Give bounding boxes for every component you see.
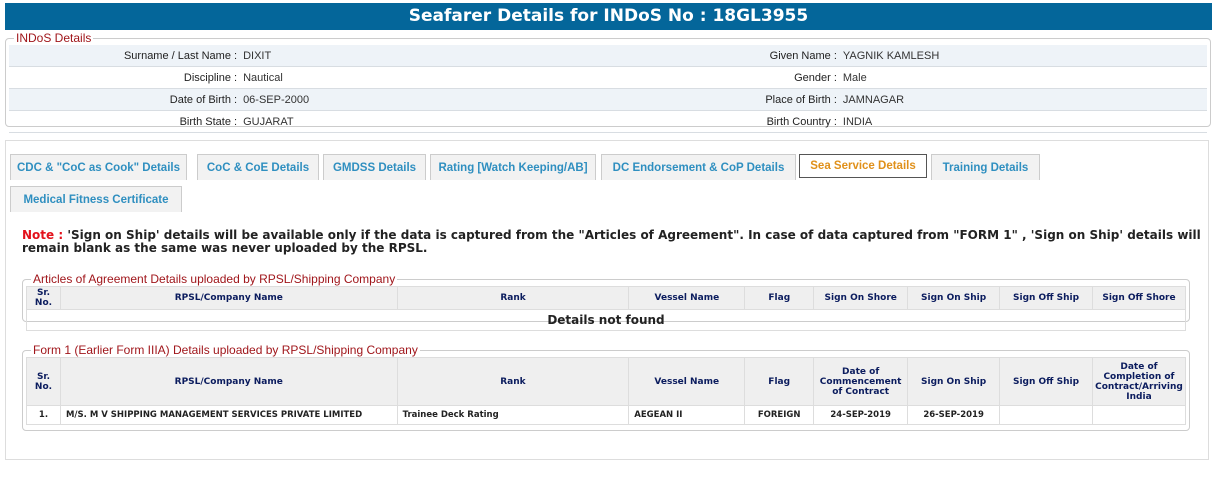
column-header: Rank — [396, 357, 630, 406]
table-cell: FOREIGN — [744, 405, 815, 425]
field-value: Nautical — [242, 66, 609, 89]
column-header: Sr. No. — [26, 286, 61, 310]
column-header: Sign Off Shore — [1091, 286, 1187, 310]
table-cell: 1. — [26, 405, 61, 425]
field-label: Date of Birth : — [9, 88, 243, 111]
column-header: RPSL/Company Name — [59, 286, 398, 310]
field-label: Surname / Last Name : — [9, 45, 243, 67]
table-cell: Trainee Deck Rating — [396, 405, 630, 425]
column-header: Sr. No. — [26, 357, 61, 406]
column-header: Rank — [396, 286, 630, 310]
indos-row: Date of Birth :06-SEP-2000 Place of Birth… — [9, 88, 1207, 111]
table-cell: 26-SEP-2019 — [907, 405, 1001, 425]
field-value: YAGNIK KAMLESH — [841, 45, 1207, 67]
tab-panel — [5, 140, 1209, 460]
column-header: Flag — [744, 286, 815, 310]
field-value: Male — [841, 66, 1207, 89]
note-label: Note : — [22, 228, 64, 242]
field-label: Gender : — [608, 66, 842, 89]
column-header: RPSL/Company Name — [59, 357, 398, 406]
column-header: Sign On Shore — [813, 286, 909, 310]
table-cell: 24-SEP-2019 — [813, 405, 909, 425]
indos-row: Surname / Last Name : DIXIT Given Name : YA… — [9, 45, 1207, 67]
field-value: 06-SEP-2000 — [242, 88, 609, 111]
field-value: DIXIT — [242, 45, 609, 67]
indos-legend: INDoS Details — [16, 31, 92, 45]
column-header: Sign Off Ship — [999, 357, 1093, 406]
field-value: JAMNAGAR — [841, 88, 1207, 111]
field-value: GUJARAT — [242, 110, 609, 133]
indos-row: Birth State : GUJARAT Birth Country : INDIA — [9, 110, 1207, 133]
tab-coc-coe-details[interactable]: CoC & CoE Details — [197, 154, 319, 180]
column-header: Date of Completion of Contract/Arriving … — [1091, 357, 1187, 406]
field-label: Given Name : — [608, 45, 842, 67]
note: Note : 'Sign on Ship' details will be av… — [22, 229, 1202, 255]
page-title: Seafarer Details for INDoS No : 18GL3955 — [5, 3, 1212, 30]
form1-legend: Form 1 (Earlier Form IIIA) Details uploa… — [33, 343, 418, 357]
column-header: Sign Off Ship — [999, 286, 1093, 310]
column-header: Sign On Ship — [907, 286, 1001, 310]
tab-rating-watch-keeping-ab[interactable]: Rating [Watch Keeping/AB] — [430, 154, 596, 180]
column-header: Vessel Name — [628, 286, 746, 310]
articles-legend: Articles of Agreement Details uploaded b… — [33, 272, 396, 286]
column-header: Sign On Ship — [907, 357, 1001, 406]
note-text: 'Sign on Ship' details will be available… — [22, 228, 1201, 255]
field-value: INDIA — [841, 110, 1207, 133]
tab-dc-endorsement-cop-details[interactable]: DC Endorsement & CoP Details — [601, 154, 796, 180]
indos-details: INDoS Details Surname / Last Name : DIXIT… — [5, 31, 1211, 133]
tab-cdc-coc-as-cook-details[interactable]: CDC & "CoC as Cook" Details — [10, 154, 187, 180]
table-cell: AEGEAN II — [628, 405, 746, 425]
articles-section: Articles of Agreement Details uploaded b… — [22, 272, 1190, 331]
field-label: Birth State : — [9, 110, 243, 133]
table-row: 1. M/S. M V SHIPPING MANAGEMENT SERVICES … — [26, 405, 1187, 425]
tab-sea-service-details[interactable]: Sea Service Details — [799, 154, 927, 178]
column-header: Vessel Name — [628, 357, 746, 406]
column-header: Flag — [744, 357, 815, 406]
field-label: Birth Country : — [608, 110, 842, 133]
tab-training-details[interactable]: Training Details — [931, 154, 1040, 180]
table-cell — [1091, 405, 1187, 425]
indos-row: Discipline : Nautical Gender : Male — [9, 66, 1207, 89]
table-cell — [999, 405, 1093, 425]
tab-gmdss-details[interactable]: GMDSS Details — [323, 154, 426, 180]
details-not-found: Details not found — [26, 309, 1186, 331]
form1-section: Form 1 (Earlier Form IIIA) Details uploa… — [22, 343, 1190, 431]
field-label: Place of Birth : — [608, 88, 842, 111]
tab-medical-fitness-certificate[interactable]: Medical Fitness Certificate — [10, 186, 182, 212]
table-cell: M/S. M V SHIPPING MANAGEMENT SERVICES PR… — [59, 405, 398, 425]
column-header: Date of Commencement of Contract — [813, 357, 909, 406]
field-label: Discipline : — [9, 66, 243, 89]
